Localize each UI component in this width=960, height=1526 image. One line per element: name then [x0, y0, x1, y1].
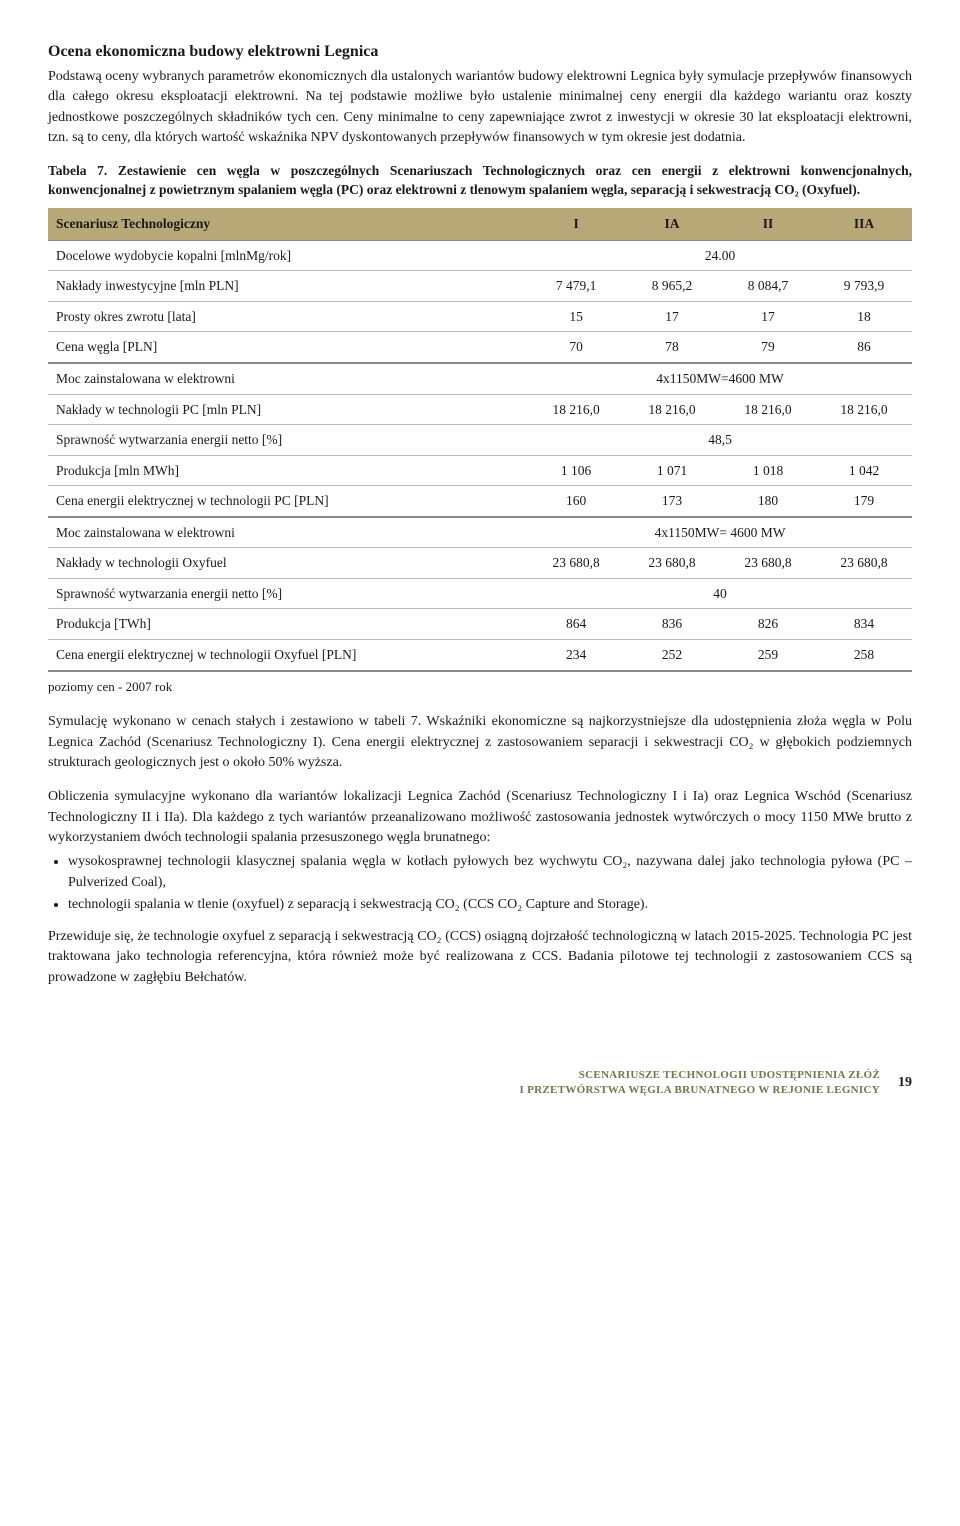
scenario-table: Scenariusz Technologiczny I IA II IIA Do…: [48, 208, 912, 671]
table-row: Cena energii elektrycznej w technologii …: [48, 640, 912, 671]
table-note: poziomy cen - 2007 rok: [48, 678, 912, 697]
row-label: Moc zainstalowana w elektrowni: [48, 517, 528, 548]
table-row: Produkcja [TWh]864836826834: [48, 609, 912, 640]
row-label: Sprawność wytwarzania energii netto [%]: [48, 425, 528, 456]
row-cell: 8 084,7: [720, 271, 816, 302]
row-label: Nakłady w technologii Oxyfuel: [48, 548, 528, 579]
row-value-span: 24.00: [528, 240, 912, 271]
row-cell: 23 680,8: [528, 548, 624, 579]
table-row: Sprawność wytwarzania energii netto [%]4…: [48, 578, 912, 609]
row-cell: 834: [816, 609, 912, 640]
row-cell: 258: [816, 640, 912, 671]
table-row: Prosty okres zwrotu [lata]15171718: [48, 301, 912, 332]
row-cell: 18 216,0: [720, 394, 816, 425]
row-value-span: 4x1150MW=4600 MW: [528, 363, 912, 394]
col-IIA: IIA: [816, 208, 912, 240]
row-cell: 234: [528, 640, 624, 671]
table-row: Nakłady w technologii Oxyfuel23 680,823 …: [48, 548, 912, 579]
list-item: wysokosprawnej technologii klasycznej sp…: [68, 852, 912, 893]
col-I: I: [528, 208, 624, 240]
table-row: Sprawność wytwarzania energii netto [%]4…: [48, 425, 912, 456]
row-cell: 8 965,2: [624, 271, 720, 302]
row-cell: 1 071: [624, 455, 720, 486]
row-cell: 23 680,8: [720, 548, 816, 579]
footer-title: SCENARIUSZE TECHNOLOGII UDOSTĘPNIENIA ZŁ…: [520, 1068, 880, 1098]
table-row: Cena węgla [PLN]70787986: [48, 332, 912, 363]
row-cell: 18 216,0: [816, 394, 912, 425]
table-row: Produkcja [mln MWh]1 1061 0711 0181 042: [48, 455, 912, 486]
para-sim: Symulację wykonano w cenach stałych i ze…: [48, 712, 912, 773]
footer-line2: I PRZETWÓRSTWA WĘGLA BRUNATNEGO W REJONI…: [520, 1084, 880, 1096]
row-label: Produkcja [mln MWh]: [48, 455, 528, 486]
intro-paragraph: Podstawą oceny wybranych parametrów ekon…: [48, 67, 912, 148]
row-cell: 160: [528, 486, 624, 517]
row-cell: 173: [624, 486, 720, 517]
row-label: Nakłady w technologii PC [mln PLN]: [48, 394, 528, 425]
row-cell: 17: [720, 301, 816, 332]
row-cell: 180: [720, 486, 816, 517]
row-cell: 9 793,9: [816, 271, 912, 302]
row-cell: 179: [816, 486, 912, 517]
para-forecast: Przewiduje się, że technologie oxyfuel z…: [48, 927, 912, 988]
row-cell: 18: [816, 301, 912, 332]
row-label: Cena energii elektrycznej w technologii …: [48, 640, 528, 671]
row-value-span: 4x1150MW= 4600 MW: [528, 517, 912, 548]
row-cell: 79: [720, 332, 816, 363]
table-row: Nakłady inwestycyjne [mln PLN]7 479,18 9…: [48, 271, 912, 302]
row-cell: 18 216,0: [624, 394, 720, 425]
row-cell: 826: [720, 609, 816, 640]
row-value-span: 48,5: [528, 425, 912, 456]
table-header-row: Scenariusz Technologiczny I IA II IIA: [48, 208, 912, 240]
row-cell: 78: [624, 332, 720, 363]
row-cell: 17: [624, 301, 720, 332]
row-cell: 1 106: [528, 455, 624, 486]
table-row: Moc zainstalowana w elektrowni4x1150MW= …: [48, 517, 912, 548]
row-cell: 23 680,8: [816, 548, 912, 579]
page-number: 19: [898, 1073, 912, 1093]
para-calc: Obliczenia symulacyjne wykonano dla wari…: [48, 787, 912, 848]
row-cell: 864: [528, 609, 624, 640]
row-cell: 86: [816, 332, 912, 363]
row-label: Prosty okres zwrotu [lata]: [48, 301, 528, 332]
section-title: Ocena ekonomiczna budowy elektrowni Legn…: [48, 40, 912, 63]
table-row: Cena energii elektrycznej w technologii …: [48, 486, 912, 517]
table-row: Moc zainstalowana w elektrowni4x1150MW=4…: [48, 363, 912, 394]
col-IA: IA: [624, 208, 720, 240]
row-cell: 18 216,0: [528, 394, 624, 425]
row-cell: 1 018: [720, 455, 816, 486]
row-label: Nakłady inwestycyjne [mln PLN]: [48, 271, 528, 302]
table-caption: Tabela 7. Zestawienie cen węgla w poszcz…: [48, 162, 912, 200]
row-value-span: 40: [528, 578, 912, 609]
row-label: Produkcja [TWh]: [48, 609, 528, 640]
row-cell: 7 479,1: [528, 271, 624, 302]
row-cell: 1 042: [816, 455, 912, 486]
table-row: Docelowe wydobycie kopalni [mlnMg/rok]24…: [48, 240, 912, 271]
row-cell: 15: [528, 301, 624, 332]
table-row: Nakłady w technologii PC [mln PLN]18 216…: [48, 394, 912, 425]
row-cell: 23 680,8: [624, 548, 720, 579]
row-cell: 252: [624, 640, 720, 671]
row-label: Sprawność wytwarzania energii netto [%]: [48, 578, 528, 609]
row-cell: 836: [624, 609, 720, 640]
col-II: II: [720, 208, 816, 240]
row-label: Cena energii elektrycznej w technologii …: [48, 486, 528, 517]
row-label: Moc zainstalowana w elektrowni: [48, 363, 528, 394]
bullet-list: wysokosprawnej technologii klasycznej sp…: [48, 852, 912, 915]
row-label: Cena węgla [PLN]: [48, 332, 528, 363]
list-item: technologii spalania w tlenie (oxyfuel) …: [68, 895, 912, 915]
page-footer: SCENARIUSZE TECHNOLOGII UDOSTĘPNIENIA ZŁ…: [48, 1068, 912, 1098]
row-cell: 70: [528, 332, 624, 363]
row-label: Docelowe wydobycie kopalni [mlnMg/rok]: [48, 240, 528, 271]
header-label: Scenariusz Technologiczny: [48, 208, 528, 240]
row-cell: 259: [720, 640, 816, 671]
footer-line1: SCENARIUSZE TECHNOLOGII UDOSTĘPNIENIA ZŁ…: [579, 1069, 880, 1081]
